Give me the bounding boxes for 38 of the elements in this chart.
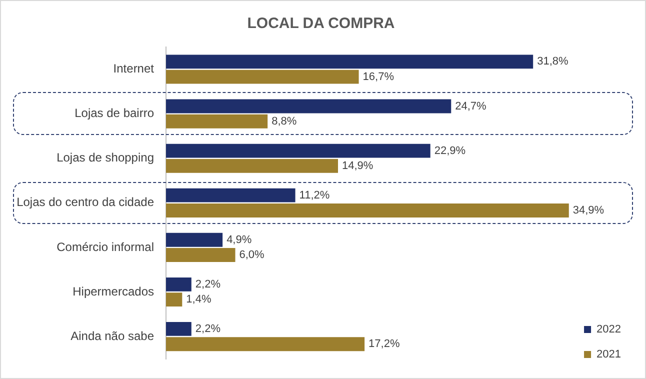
y-tick-label: Comércio informal — [56, 240, 154, 254]
bar — [166, 292, 182, 307]
bar — [166, 232, 223, 247]
bar — [166, 114, 268, 128]
y-tick-label: Lojas de bairro — [74, 106, 154, 120]
y-tick-label: Ainda não sabe — [70, 328, 154, 343]
bar — [166, 99, 452, 114]
data-label: 2,2% — [195, 322, 221, 335]
data-label: 4,9% — [226, 234, 252, 246]
bar — [166, 204, 569, 218]
bar — [166, 144, 430, 158]
chart-title: LOCAL DA COMPRA — [247, 15, 395, 32]
y-tick-label: Internet — [113, 62, 155, 76]
bar — [166, 188, 296, 202]
bar — [166, 322, 192, 336]
data-label: 34,9% — [572, 204, 604, 217]
bar — [166, 70, 359, 84]
data-label: 6,0% — [239, 249, 265, 262]
data-label: 31,8% — [537, 56, 568, 68]
data-label: 1,4% — [186, 294, 212, 306]
legend-label: 2021 — [596, 348, 622, 361]
y-tick-label: Hipermercados — [72, 284, 154, 298]
data-label: 22,9% — [434, 144, 466, 157]
data-label: 16,7% — [362, 70, 394, 83]
legend-label: 2022 — [596, 324, 622, 336]
y-tick-label: Lojas de shopping — [56, 150, 154, 165]
bar — [166, 54, 534, 69]
bar — [166, 248, 236, 262]
data-label: 17,2% — [368, 338, 400, 350]
bar — [166, 337, 365, 352]
data-label: 24,7% — [455, 100, 487, 112]
bar — [166, 158, 338, 173]
bar — [166, 277, 192, 292]
data-label: 11,2% — [299, 189, 330, 202]
data-label: 14,9% — [342, 160, 374, 172]
data-label: 8,8% — [272, 115, 297, 128]
y-tick-label: Lojas do centro da cidade — [16, 195, 154, 210]
data-label: 2,2% — [195, 278, 221, 290]
